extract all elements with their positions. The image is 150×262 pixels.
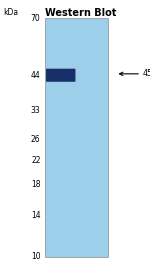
- Text: 26: 26: [31, 135, 40, 144]
- Text: Western Blot: Western Blot: [45, 8, 117, 18]
- Text: kDa: kDa: [3, 8, 18, 17]
- Text: 18: 18: [31, 180, 40, 189]
- Text: 22: 22: [31, 156, 40, 165]
- Text: 70: 70: [31, 14, 40, 23]
- Bar: [45, 18, 108, 257]
- Text: 10: 10: [31, 252, 40, 261]
- FancyBboxPatch shape: [46, 69, 75, 82]
- Text: 14: 14: [31, 211, 40, 220]
- Text: 44: 44: [31, 71, 40, 80]
- Text: 33: 33: [31, 106, 40, 115]
- Text: 45kDa: 45kDa: [142, 69, 150, 78]
